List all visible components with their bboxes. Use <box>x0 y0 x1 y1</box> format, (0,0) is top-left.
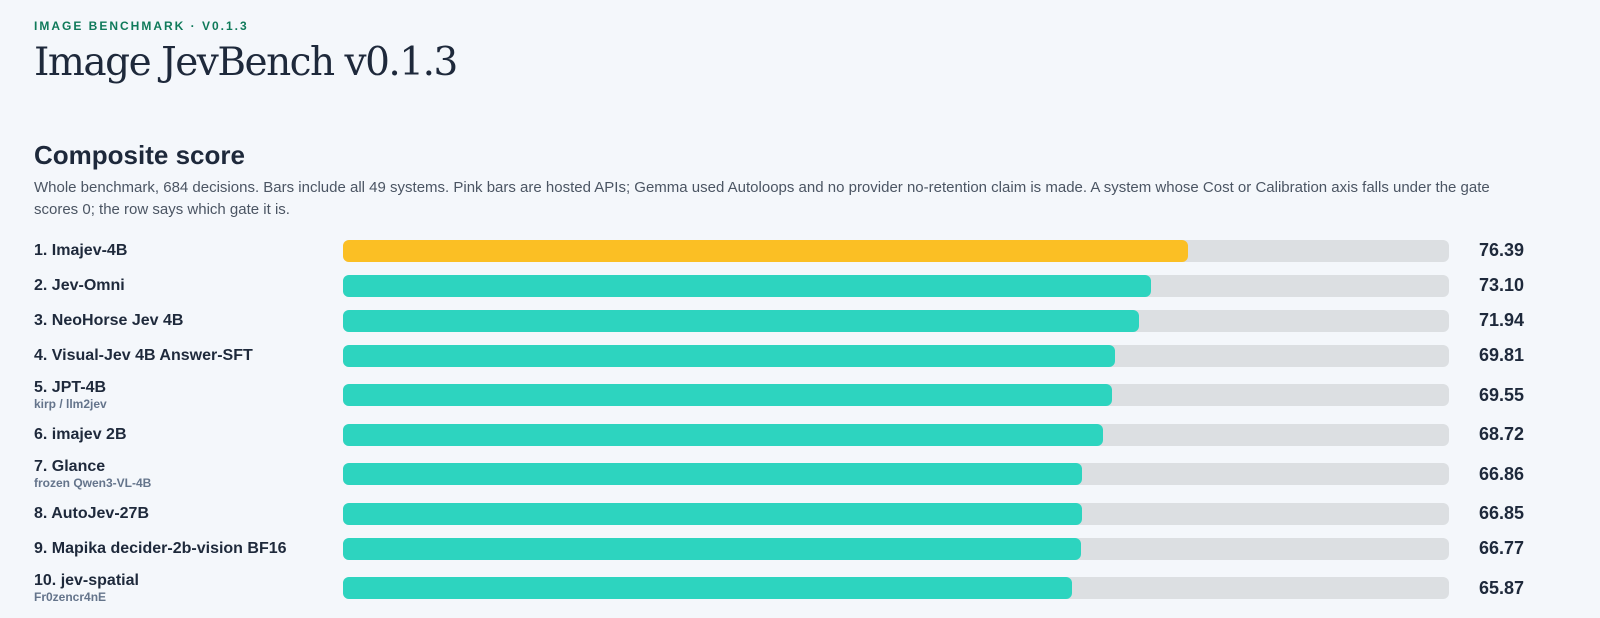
category-label: 9. Mapika decider-2b-vision BF16 <box>34 539 287 557</box>
bar-track <box>343 577 1449 599</box>
bar-track <box>343 463 1449 485</box>
value-label: 73.10 <box>1478 275 1524 295</box>
bar <box>343 463 1083 485</box>
row-label: 1. Imajev-4B <box>34 242 343 260</box>
value-label: 66.77 <box>1478 538 1524 558</box>
row-label: 6. imajev 2B <box>34 426 343 444</box>
bar-row: 4. Visual-Jev 4B Answer-SFT 69.81 <box>34 338 1524 373</box>
value-label: 71.94 <box>1478 310 1524 330</box>
value-label: 66.86 <box>1478 463 1524 484</box>
bar-row: 9. Mapika decider-2b-vision BF16 66.77 <box>34 531 1524 566</box>
value-label: 68.72 <box>1478 424 1524 444</box>
category-label: 5. JPT-4B <box>34 379 107 396</box>
row-label: 8. AutoJev-27B <box>34 505 343 523</box>
row-label: 3. NeoHorse Jev 4B <box>34 312 343 330</box>
row-label: 10. jev-spatial Fr0zencr4nE <box>34 572 343 604</box>
bar-row: 10. jev-spatial Fr0zencr4nE 65.87 <box>34 566 1524 610</box>
bar <box>343 239 1188 262</box>
bar <box>343 344 1116 367</box>
bar-list: 1. Imajev-4B 76.39 2. Jev-Omni 73.10 3. NeoH… <box>34 233 1524 610</box>
bar-track <box>343 309 1449 332</box>
value-label: 69.55 <box>1478 384 1524 405</box>
chart-title: Composite score <box>34 140 245 170</box>
bar <box>343 537 1082 560</box>
category-label: 4. Visual-Jev 4B Answer-SFT <box>34 346 253 364</box>
kicker: IMAGE BENCHMARK · V0.1.3 <box>34 19 249 33</box>
row-label: 9. Mapika decider-2b-vision BF16 <box>34 540 343 558</box>
category-note: Fr0zencr4nE <box>34 590 107 604</box>
bar-track <box>343 502 1449 525</box>
category-note: frozen Qwen3-VL-4B <box>34 476 152 490</box>
row-label: 7. Glance frozen Qwen3-VL-4B <box>34 458 343 490</box>
bar-track <box>343 274 1449 297</box>
bar-row: 7. Glance frozen Qwen3-VL-4B 66.86 <box>34 452 1524 496</box>
value-label: 76.39 <box>1478 240 1524 260</box>
category-label: 7. Glance <box>34 458 106 475</box>
value-label: 69.81 <box>1478 345 1524 365</box>
value-label: 65.87 <box>1478 577 1524 598</box>
bar <box>343 384 1113 406</box>
bar-row: 6. imajev 2B 68.72 <box>34 417 1524 452</box>
bar-row: 2. Jev-Omni 73.10 <box>34 268 1524 303</box>
bar-track <box>343 384 1449 406</box>
bar-row: 3. NeoHorse Jev 4B 71.94 <box>34 303 1524 338</box>
category-label: 6. imajev 2B <box>34 425 127 443</box>
row-label: 2. Jev-Omni <box>34 277 343 295</box>
bar-track <box>343 344 1449 367</box>
bar-row: 8. AutoJev-27B 66.85 <box>34 496 1524 531</box>
category-label: 1. Imajev-4B <box>34 241 128 259</box>
page-title: Image JevBench v0.1.3 <box>34 40 458 85</box>
bar <box>343 274 1152 297</box>
row-label: 4. Visual-Jev 4B Answer-SFT <box>34 347 343 365</box>
category-label: 10. jev-spatial <box>34 572 139 589</box>
bar <box>343 502 1083 525</box>
bar-track <box>343 423 1449 446</box>
category-note: kirp / llm2jev <box>34 397 107 411</box>
category-label: 2. Jev-Omni <box>34 276 125 294</box>
bar-track <box>343 537 1449 560</box>
value-label: 66.85 <box>1478 503 1524 523</box>
bar <box>343 423 1104 446</box>
bar-row: 1. Imajev-4B 76.39 <box>34 233 1524 268</box>
category-label: 3. NeoHorse Jev 4B <box>34 311 184 329</box>
bar <box>343 577 1072 599</box>
bar-track <box>343 239 1449 262</box>
chart-subtitle: Whole benchmark, 684 decisions. Bars inc… <box>34 179 1490 218</box>
bar-row: 5. JPT-4B kirp / llm2jev 69.55 <box>34 373 1524 417</box>
bar <box>343 309 1139 332</box>
row-label: 5. JPT-4B kirp / llm2jev <box>34 379 343 411</box>
category-label: 8. AutoJev-27B <box>34 504 149 522</box>
